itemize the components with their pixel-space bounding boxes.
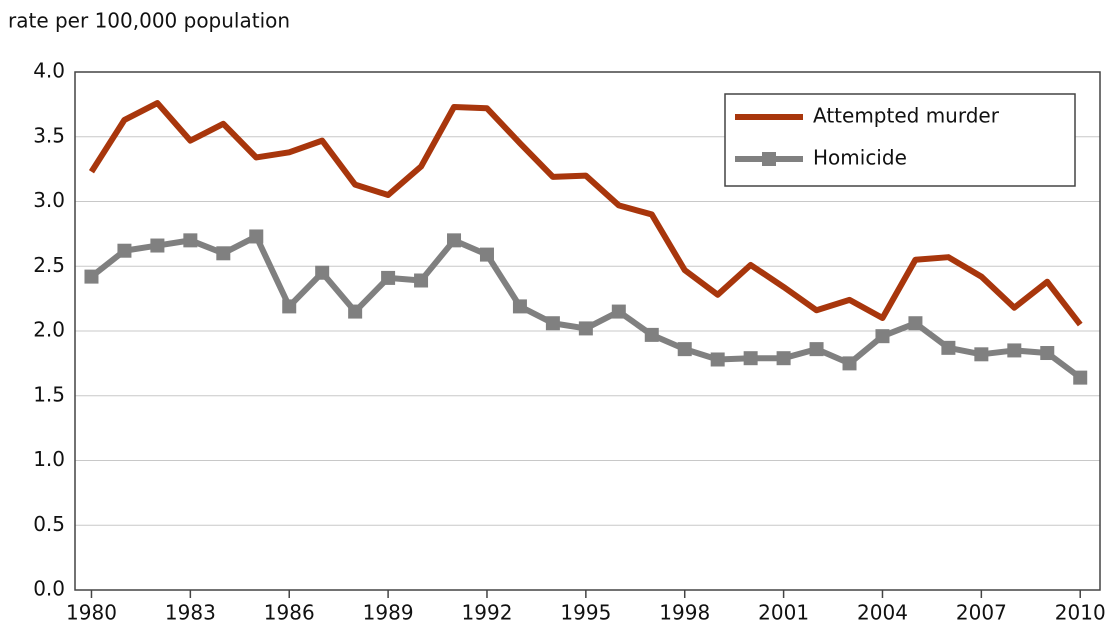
point-marker [84,269,99,284]
point-marker [776,351,791,366]
point-marker [183,233,198,248]
series-line [88,100,1083,327]
legend-box [724,93,1076,187]
point-marker [941,340,956,355]
point-marker [414,273,429,288]
y-tick-label: 0.0 [33,577,65,601]
y-tick-label: 4.0 [33,59,65,83]
y-tick-label: 3.0 [33,188,65,212]
y-axis-label: rate per 100,000 population [8,9,290,33]
point-marker [611,304,626,319]
x-tick-label: 1983 [165,601,216,625]
x-tick-label: 1998 [659,601,710,625]
x-tick-label: 2001 [758,601,809,625]
point-marker [249,229,264,244]
legend-marker [762,152,776,166]
x-tick-label: 2007 [956,601,1007,625]
point-marker [842,356,857,371]
point-marker [348,304,363,319]
point-marker [512,299,527,314]
y-tick-label: 2.5 [33,253,65,277]
point-marker [1073,370,1088,385]
point-marker [545,316,560,331]
point-marker [974,347,989,362]
point-marker [479,247,494,262]
legend-label: Attempted murder [813,104,1000,128]
x-tick-label: 1989 [363,601,414,625]
point-marker [216,246,231,261]
x-tick-label: 2004 [857,601,908,625]
y-tick-label: 3.5 [33,123,65,147]
point-marker [677,342,692,357]
point-marker [1007,343,1022,358]
x-tick-label: 1986 [264,601,315,625]
point-marker [150,238,165,253]
x-tick-label: 1995 [560,601,611,625]
point-marker [809,342,824,357]
y-tick-label: 1.0 [33,447,65,471]
point-marker [710,352,725,367]
x-tick-label: 2010 [1055,601,1106,625]
x-tick-label: 1992 [462,601,513,625]
point-marker [875,329,890,344]
point-marker [578,321,593,336]
y-tick-label: 0.5 [33,512,65,536]
y-tick-label: 1.5 [33,382,65,406]
point-marker [447,233,462,248]
point-marker [315,265,330,280]
point-marker [282,299,297,314]
y-tick-label: 2.0 [33,318,65,342]
point-marker [381,270,396,285]
plot-frame [74,71,1101,591]
point-marker [743,351,758,366]
point-marker [117,243,132,258]
point-marker [908,316,923,331]
legend-label: Homicide [813,146,907,170]
x-tick-label: 1980 [66,601,117,625]
point-marker [1040,346,1055,361]
point-marker [644,327,659,342]
